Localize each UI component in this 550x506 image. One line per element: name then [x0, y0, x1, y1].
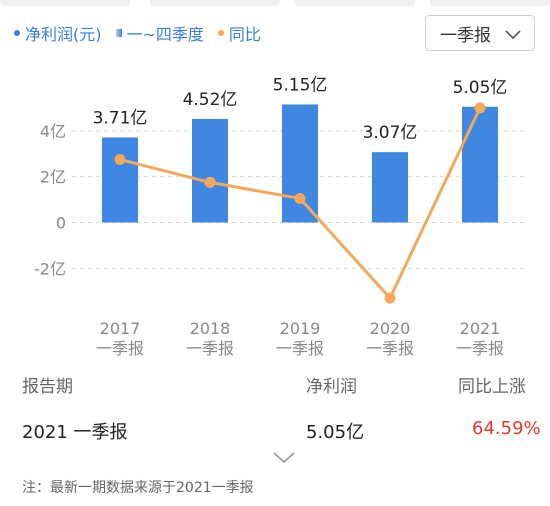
x-tick-label: 2018: [190, 319, 231, 338]
y-tick-label: -2亿: [34, 259, 66, 278]
bar: [462, 106, 498, 223]
x-tick-label: 2020: [370, 319, 411, 338]
legend-net-profit-label: 净利润(元): [25, 25, 102, 44]
bar-value-label: 4.52亿: [183, 90, 238, 110]
row-yoy: 64.59%: [472, 418, 541, 439]
x-tick-label: 一季报: [96, 339, 144, 358]
period-dropdown[interactable]: 一季报: [425, 15, 535, 51]
yoy-point: [384, 292, 396, 304]
bar-value-label: 3.71亿: [93, 108, 148, 128]
expand-chevron-icon[interactable]: [272, 450, 296, 464]
orange-dot-icon: [217, 30, 224, 36]
yoy-point: [294, 192, 306, 204]
bar: [102, 137, 138, 223]
bar: [282, 104, 318, 223]
header-yoy: 同比上涨: [458, 377, 526, 397]
header-profit: 净利润: [306, 377, 357, 397]
yoy-point: [474, 102, 486, 114]
top-strip: [0, 0, 550, 8]
legend-net-profit[interactable]: 净利润(元): [14, 21, 102, 45]
bar-value-label: 5.05亿: [453, 78, 508, 98]
x-tick-label: 一季报: [186, 339, 234, 358]
header-period: 报告期: [22, 377, 73, 397]
x-tick-label: 一季报: [456, 339, 504, 358]
bar-value-label: 3.07亿: [363, 123, 418, 143]
yoy-point: [204, 176, 216, 188]
data-source-note: 注：最新一期数据来源于2021一季报: [22, 480, 254, 496]
row-period: 2021 一季报: [22, 422, 128, 443]
y-tick-label: 2亿: [40, 168, 66, 187]
bar: [372, 152, 408, 223]
bar-value-label: 5.15亿: [273, 75, 328, 95]
legend-yoy-label: 同比: [228, 25, 261, 44]
y-tick-label: 4亿: [40, 122, 66, 141]
gradient-square-icon: [115, 29, 122, 37]
yoy-point: [114, 153, 126, 165]
row-profit: 5.05亿: [306, 422, 365, 443]
legend-yoy[interactable]: 同比: [217, 21, 261, 45]
chart-legend: 净利润(元) 一~四季度 同比: [14, 20, 275, 46]
legend-quarters[interactable]: 一~四季度: [115, 21, 204, 45]
x-tick-label: 一季报: [366, 339, 414, 358]
legend-quarters-label: 一~四季度: [126, 25, 204, 44]
x-tick-label: 2017: [100, 319, 141, 338]
x-tick-label: 一季报: [276, 339, 324, 358]
x-tick-label: 2019: [280, 319, 321, 338]
profit-chart: 4亿2亿0-2亿3.71亿4.52亿5.15亿3.07亿5.05亿2017一季报…: [34, 75, 525, 358]
chevron-down-icon: [505, 30, 521, 40]
bar: [192, 118, 228, 223]
period-dropdown-value: 一季报: [440, 25, 491, 46]
blue-dot-icon: [14, 30, 20, 36]
y-tick-label: 0: [56, 214, 66, 233]
x-tick-label: 2021: [460, 319, 501, 338]
